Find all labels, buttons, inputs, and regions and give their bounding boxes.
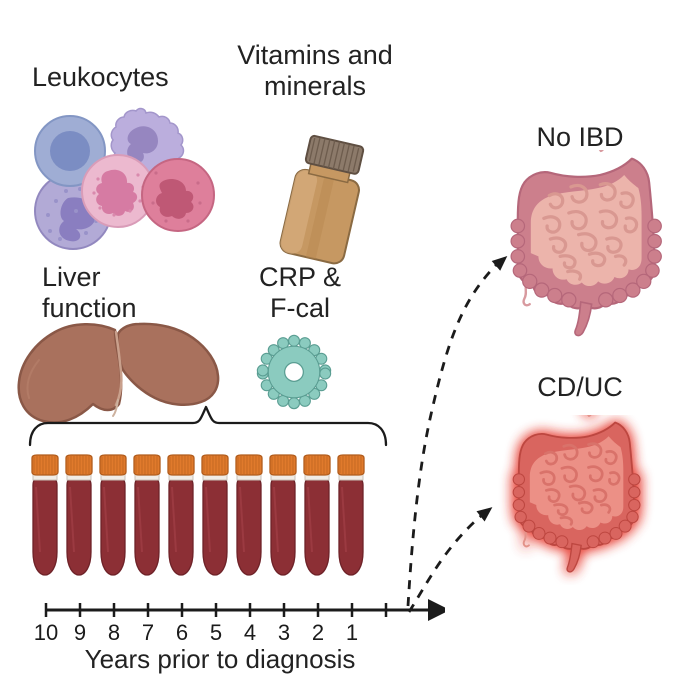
svg-text:5: 5 — [210, 620, 222, 645]
svg-text:1: 1 — [346, 620, 358, 645]
svg-text:4: 4 — [244, 620, 256, 645]
svg-text:2: 2 — [312, 620, 324, 645]
svg-text:9: 9 — [74, 620, 86, 645]
svg-text:6: 6 — [176, 620, 188, 645]
svg-text:8: 8 — [108, 620, 120, 645]
svg-text:7: 7 — [142, 620, 154, 645]
svg-text:3: 3 — [278, 620, 290, 645]
svg-text:10: 10 — [34, 620, 58, 645]
